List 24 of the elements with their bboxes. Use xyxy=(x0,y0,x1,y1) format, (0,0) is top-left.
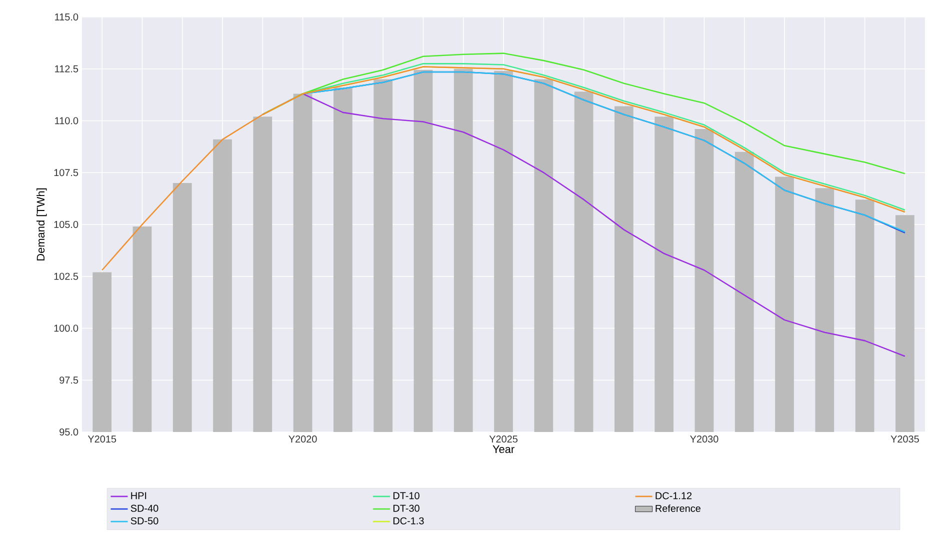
y-tick-label: 115.0 xyxy=(55,13,78,21)
legend-label: DC-1.12 xyxy=(656,492,692,500)
x-tick-label: Y2025 xyxy=(489,436,518,443)
x-tick-label: Y2020 xyxy=(288,436,317,443)
legend-label: SD-50 xyxy=(130,517,158,524)
legend-label: DC-1.3 xyxy=(393,517,424,524)
y-tick-label: 95.0 xyxy=(60,428,78,436)
legend-label: DT-10 xyxy=(393,492,420,500)
legend-label: Reference xyxy=(656,504,700,512)
x-tick-label: Y2035 xyxy=(890,436,919,443)
y-tick-label: 102.5 xyxy=(54,272,78,280)
y-axis-title: Demand [TWh] xyxy=(36,188,47,260)
y-tick-label: 97.5 xyxy=(60,376,78,384)
y-tick-label: 110.0 xyxy=(55,117,78,124)
x-tick-label: Y2015 xyxy=(88,436,116,443)
x-tick-label: Y2030 xyxy=(690,436,718,443)
y-tick-label: 105.0 xyxy=(54,220,78,228)
legend-label: HPI xyxy=(131,492,146,500)
y-tick-label: 107.5 xyxy=(54,169,78,176)
y-tick-label: 112.5 xyxy=(55,65,78,72)
legend-label: SD-40 xyxy=(130,504,158,512)
x-axis-title: Year xyxy=(492,445,514,454)
legend-label: DT-30 xyxy=(393,504,420,512)
y-tick-label: 100.0 xyxy=(54,324,78,332)
